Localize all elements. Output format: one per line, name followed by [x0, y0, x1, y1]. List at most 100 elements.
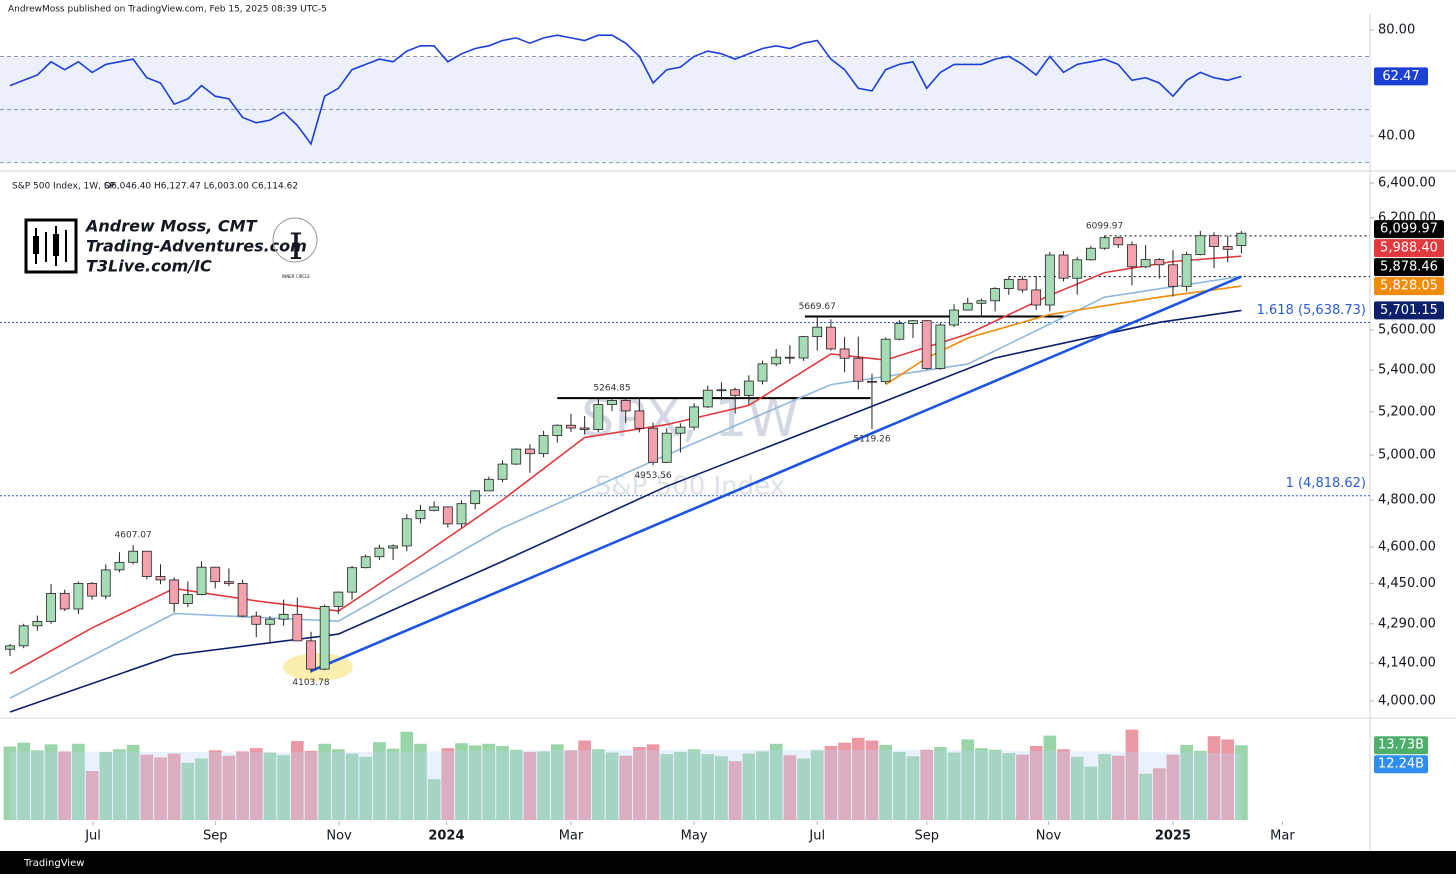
watermark-subtitle: S&P 500 Index [595, 472, 785, 502]
candle-body [648, 427, 658, 463]
logo-name: Andrew Moss, CMT [84, 217, 258, 236]
x-tick-label: Jul [808, 829, 825, 844]
x-tick-label: Sep [203, 829, 228, 844]
candle-body [1044, 254, 1055, 306]
volume-bar [701, 754, 715, 820]
candle-body [976, 300, 987, 304]
volume-bar [934, 747, 947, 820]
volume-bar [126, 744, 140, 820]
logo-box [24, 218, 78, 274]
volume-bar [564, 750, 578, 820]
candle-body [607, 399, 617, 405]
candle-body [538, 435, 549, 455]
candle-body [1099, 237, 1110, 249]
fib-label: 1.618 (5,638.73) [1257, 303, 1366, 318]
volume-bar [920, 749, 934, 820]
logo: Andrew Moss, CMT Trading-Adventures.com … [24, 217, 318, 279]
candle-body [1017, 278, 1028, 291]
candle-body [128, 550, 139, 563]
y-tick-label: 5,200.00 [1378, 404, 1436, 419]
candle-body [935, 324, 946, 369]
last-value-box [1374, 67, 1428, 86]
candle-body [1222, 246, 1233, 250]
candle-body [456, 503, 467, 525]
candle-body [1085, 247, 1096, 261]
volume-bar [263, 752, 277, 820]
candle-body [374, 547, 385, 558]
volume-bar [1002, 753, 1016, 820]
y-tick-label: 4,800.00 [1378, 492, 1436, 507]
volume-bar [1029, 745, 1043, 820]
volume-bar [687, 749, 701, 820]
x-tick-label: Jul [84, 829, 101, 844]
y-tick-label: 4,140.00 [1378, 655, 1436, 670]
volume-bar [455, 743, 468, 820]
candle-body [360, 556, 371, 569]
candle-body [415, 509, 426, 520]
candle-body [46, 592, 56, 622]
candle-body [511, 448, 522, 465]
volume-bar [1057, 749, 1070, 820]
y-tick-label: 5,600.00 [1378, 323, 1436, 338]
volume-bar [277, 755, 290, 820]
candle-body [962, 302, 973, 311]
candle-body [32, 621, 43, 627]
candle-body [483, 478, 494, 492]
volume-bar [31, 750, 44, 820]
volume-bar [1152, 768, 1166, 820]
candle-body [867, 380, 877, 383]
x-tick-label: 2025 [1155, 829, 1191, 844]
volume-bar [304, 750, 318, 820]
candle-body [73, 583, 84, 610]
volume-bar [1084, 766, 1098, 820]
candle-body [251, 615, 262, 625]
candle-body [1058, 254, 1069, 279]
candle-body [1168, 264, 1178, 287]
candle-body [949, 309, 959, 326]
footer: TradingView [23, 858, 84, 869]
candle-body [278, 613, 289, 620]
volume-bar [674, 751, 687, 820]
volume-bar [373, 742, 386, 820]
candle-body [566, 424, 576, 429]
last-value-label: 5,828.05 [1380, 279, 1438, 294]
volume-bar [892, 751, 906, 820]
candle-body [675, 426, 686, 434]
candle-body [784, 356, 795, 359]
volume-bar [222, 755, 236, 820]
logo-site: Trading-Adventures.com [86, 237, 307, 256]
volume-bar [619, 755, 633, 820]
volume-bar [318, 743, 332, 820]
volume-bar [1180, 744, 1193, 820]
volume-bar [359, 756, 373, 820]
candle-body [757, 363, 768, 382]
volume-bar [715, 756, 728, 820]
volume-bar [797, 758, 810, 820]
volume-bar [975, 748, 988, 820]
x-tick-label: Mar [559, 829, 584, 844]
volume-bar [1166, 754, 1180, 820]
candle-body [552, 424, 563, 436]
last-value-box [1374, 736, 1428, 755]
candle-body [661, 432, 672, 463]
candle-body [1003, 278, 1014, 289]
candle-body [593, 404, 604, 430]
volume-bar [988, 749, 1002, 820]
x-tick-label: Nov [1036, 829, 1062, 844]
candle-body [853, 357, 864, 382]
candle-body [333, 591, 344, 607]
y-tick-label: 4,000.00 [1378, 693, 1436, 708]
volume-bar [769, 743, 783, 820]
volume-bar [72, 743, 85, 820]
annotation: 6099.97 [1086, 221, 1123, 231]
candle-body [87, 583, 97, 597]
last-value-box [1374, 220, 1444, 239]
last-value-label: 62.47 [1382, 69, 1419, 84]
last-value-label: 12.24B [1378, 757, 1424, 772]
annotation: 4607.07 [115, 531, 152, 541]
fib-label: 1 (4,818.62) [1286, 476, 1366, 491]
candle-body [743, 380, 754, 396]
candle-body [442, 506, 453, 525]
volume-bar [154, 757, 167, 820]
candle-body [880, 338, 891, 383]
